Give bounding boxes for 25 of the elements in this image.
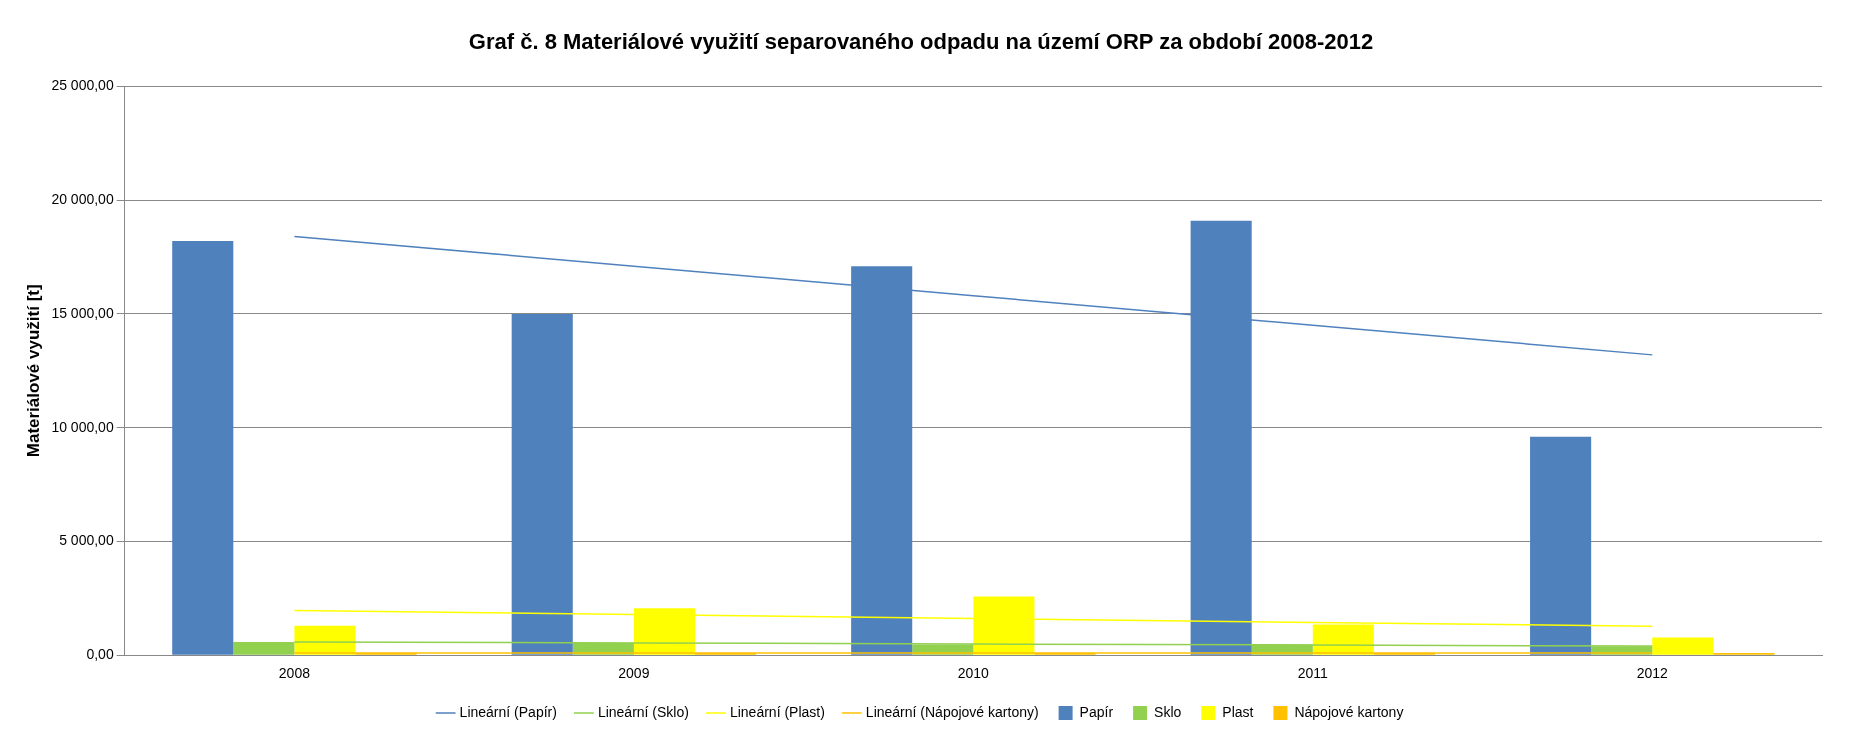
x-tick-label: 2010 [957,665,990,682]
y-tick-label: 5 000,00 [59,532,114,549]
legend-label: Lineární (Sklo) [597,703,689,720]
y-tick-label: 20 000,00 [51,191,114,208]
y-tick-label: 10 000,00 [51,418,114,435]
legend-label: Lineární (Plast) [729,703,825,720]
legend-label: Lineární (Nápojové kartony) [865,703,1039,720]
x-tick-label: 2012 [1636,665,1669,682]
legend-label: Papír [1079,703,1114,720]
y-tick-label: 15 000,00 [51,304,114,321]
chart-title: Graf č. 8 Materiálové využití separovaného odpadu na území ORP za období 2008-2012 [468,29,1374,55]
bar [511,313,573,655]
y-tick-label: 0,00 [86,646,114,663]
y-axis-title: Materiálové využití [t] [23,284,43,458]
x-tick-label: 2011 [1297,665,1329,682]
bar [172,241,234,655]
y-tick-label: 25 000,00 [51,77,114,94]
bar [1652,637,1714,655]
x-tick-label: 2008 [278,665,311,682]
x-tick-label: 2009 [618,665,650,682]
legend-label: Plast [1222,703,1254,720]
legend-label: Lineární (Papír) [459,703,557,720]
bar [1530,436,1592,655]
legend-label: Nápojové kartony [1294,703,1404,720]
legend-label: Sklo [1154,703,1182,720]
